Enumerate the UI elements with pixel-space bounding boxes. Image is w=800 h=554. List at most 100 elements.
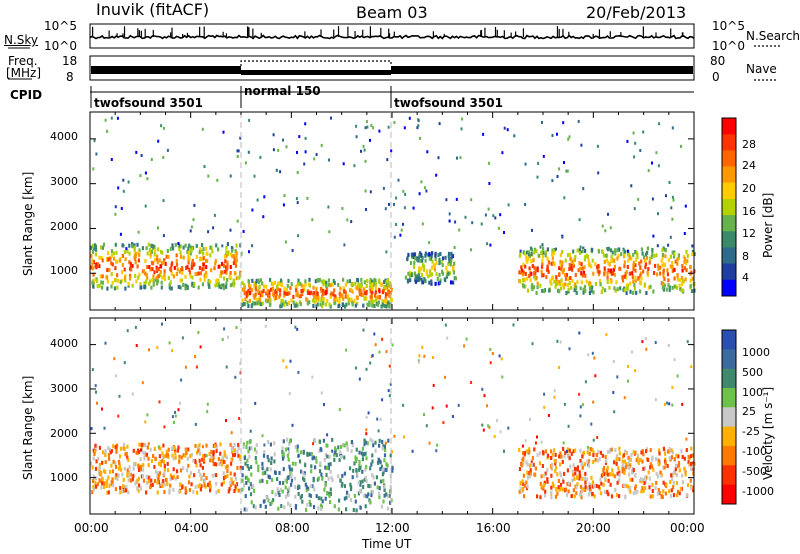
velocity-cell bbox=[580, 495, 583, 500]
velocity-cell bbox=[355, 468, 358, 473]
power-cell bbox=[262, 215, 265, 219]
power-cell bbox=[646, 246, 649, 251]
velocity-cell bbox=[687, 483, 690, 488]
power-cell bbox=[162, 260, 165, 265]
power-cell bbox=[303, 287, 306, 292]
power-cell bbox=[365, 296, 368, 301]
power-cell bbox=[204, 270, 208, 275]
velocity-cell bbox=[217, 457, 220, 462]
power-cell bbox=[609, 280, 612, 285]
velocity-cell bbox=[621, 459, 624, 464]
power-cell bbox=[259, 155, 262, 159]
power-cell bbox=[506, 128, 509, 132]
velocity-cell bbox=[383, 444, 386, 449]
power-cell bbox=[245, 290, 248, 295]
velocity-cell bbox=[563, 402, 566, 406]
power-cell bbox=[114, 212, 117, 216]
power-cell bbox=[547, 260, 550, 265]
power-cell bbox=[571, 259, 574, 264]
velocity-cell bbox=[161, 455, 165, 460]
power-cell bbox=[304, 279, 307, 284]
velocity-cell bbox=[343, 471, 346, 476]
velocity-cell bbox=[567, 489, 570, 494]
power-cbar-tick: 8 bbox=[742, 250, 749, 263]
power-cell bbox=[579, 245, 582, 249]
velocity-cell bbox=[361, 469, 364, 474]
velocity-cell bbox=[181, 485, 184, 490]
power-cell bbox=[110, 261, 113, 266]
velocity-cell bbox=[146, 413, 149, 417]
power-cell bbox=[370, 294, 373, 299]
power-cell bbox=[554, 284, 557, 289]
velocity-cell bbox=[382, 444, 385, 449]
power-cell bbox=[366, 125, 369, 129]
power-cell bbox=[589, 286, 592, 291]
velocity-cell bbox=[222, 480, 225, 485]
power-cell bbox=[131, 283, 134, 288]
velocity-cell bbox=[287, 457, 290, 462]
power-cell bbox=[163, 277, 166, 281]
velocity-cell bbox=[607, 492, 610, 497]
velocity-cell bbox=[244, 461, 247, 466]
power-cell bbox=[173, 265, 176, 270]
velocity-cell bbox=[611, 472, 615, 477]
velocity-cell bbox=[234, 476, 238, 481]
velocity-cell bbox=[578, 492, 581, 497]
power-cell bbox=[632, 267, 635, 272]
xtick: 08:00 bbox=[275, 521, 310, 535]
power-cell bbox=[182, 283, 185, 287]
velocity-cell bbox=[586, 477, 589, 482]
power-cell bbox=[129, 273, 132, 278]
velocity-cell bbox=[670, 488, 673, 493]
velocity-cell bbox=[103, 481, 106, 486]
power-cell bbox=[414, 279, 417, 284]
velocity-cell bbox=[294, 445, 297, 449]
velocity-cell bbox=[592, 453, 595, 458]
power-cell bbox=[137, 275, 140, 280]
power-cell bbox=[180, 266, 184, 270]
power-cell bbox=[666, 268, 669, 273]
power-cell bbox=[321, 304, 324, 309]
power-cell bbox=[145, 246, 148, 251]
power-cell bbox=[652, 289, 655, 294]
velocity-cell bbox=[587, 445, 589, 449]
velocity-cell bbox=[690, 446, 693, 451]
power-cell bbox=[110, 253, 113, 258]
power-cell bbox=[562, 121, 565, 125]
power-cell bbox=[160, 285, 163, 290]
velocity-cell bbox=[309, 494, 313, 498]
velocity-cell bbox=[269, 442, 272, 447]
power-cell bbox=[507, 203, 510, 207]
power-cell bbox=[374, 290, 377, 295]
power-cell bbox=[680, 288, 683, 293]
power-cell bbox=[199, 247, 202, 252]
velocity-cell bbox=[565, 493, 569, 498]
velocity-cell bbox=[126, 455, 129, 460]
power-cell bbox=[210, 268, 213, 273]
power-cell bbox=[333, 297, 336, 302]
power-cell bbox=[120, 270, 123, 275]
power-cell bbox=[172, 246, 175, 251]
velocity-cell bbox=[684, 472, 687, 477]
power-cell bbox=[138, 248, 141, 253]
velocity-cell bbox=[644, 337, 647, 341]
power-cell bbox=[353, 164, 356, 168]
power-cell bbox=[111, 280, 114, 285]
velocity-cell bbox=[590, 475, 593, 480]
velocity-cell bbox=[670, 477, 673, 482]
velocity-cell bbox=[690, 466, 693, 471]
velocity-cell bbox=[167, 468, 170, 473]
power-cell bbox=[92, 259, 95, 264]
velocity-cell bbox=[197, 469, 200, 473]
velocity-cell bbox=[428, 441, 431, 445]
power-cell bbox=[224, 259, 227, 264]
velocity-cell bbox=[550, 449, 553, 454]
velocity-cell bbox=[446, 336, 449, 340]
power-cell bbox=[195, 254, 198, 259]
power-cell bbox=[225, 253, 228, 258]
velocity-cell bbox=[588, 452, 591, 456]
power-cell bbox=[414, 274, 417, 279]
power-cell bbox=[157, 247, 160, 252]
velocity-cell bbox=[248, 446, 251, 451]
power-cell bbox=[114, 278, 117, 283]
